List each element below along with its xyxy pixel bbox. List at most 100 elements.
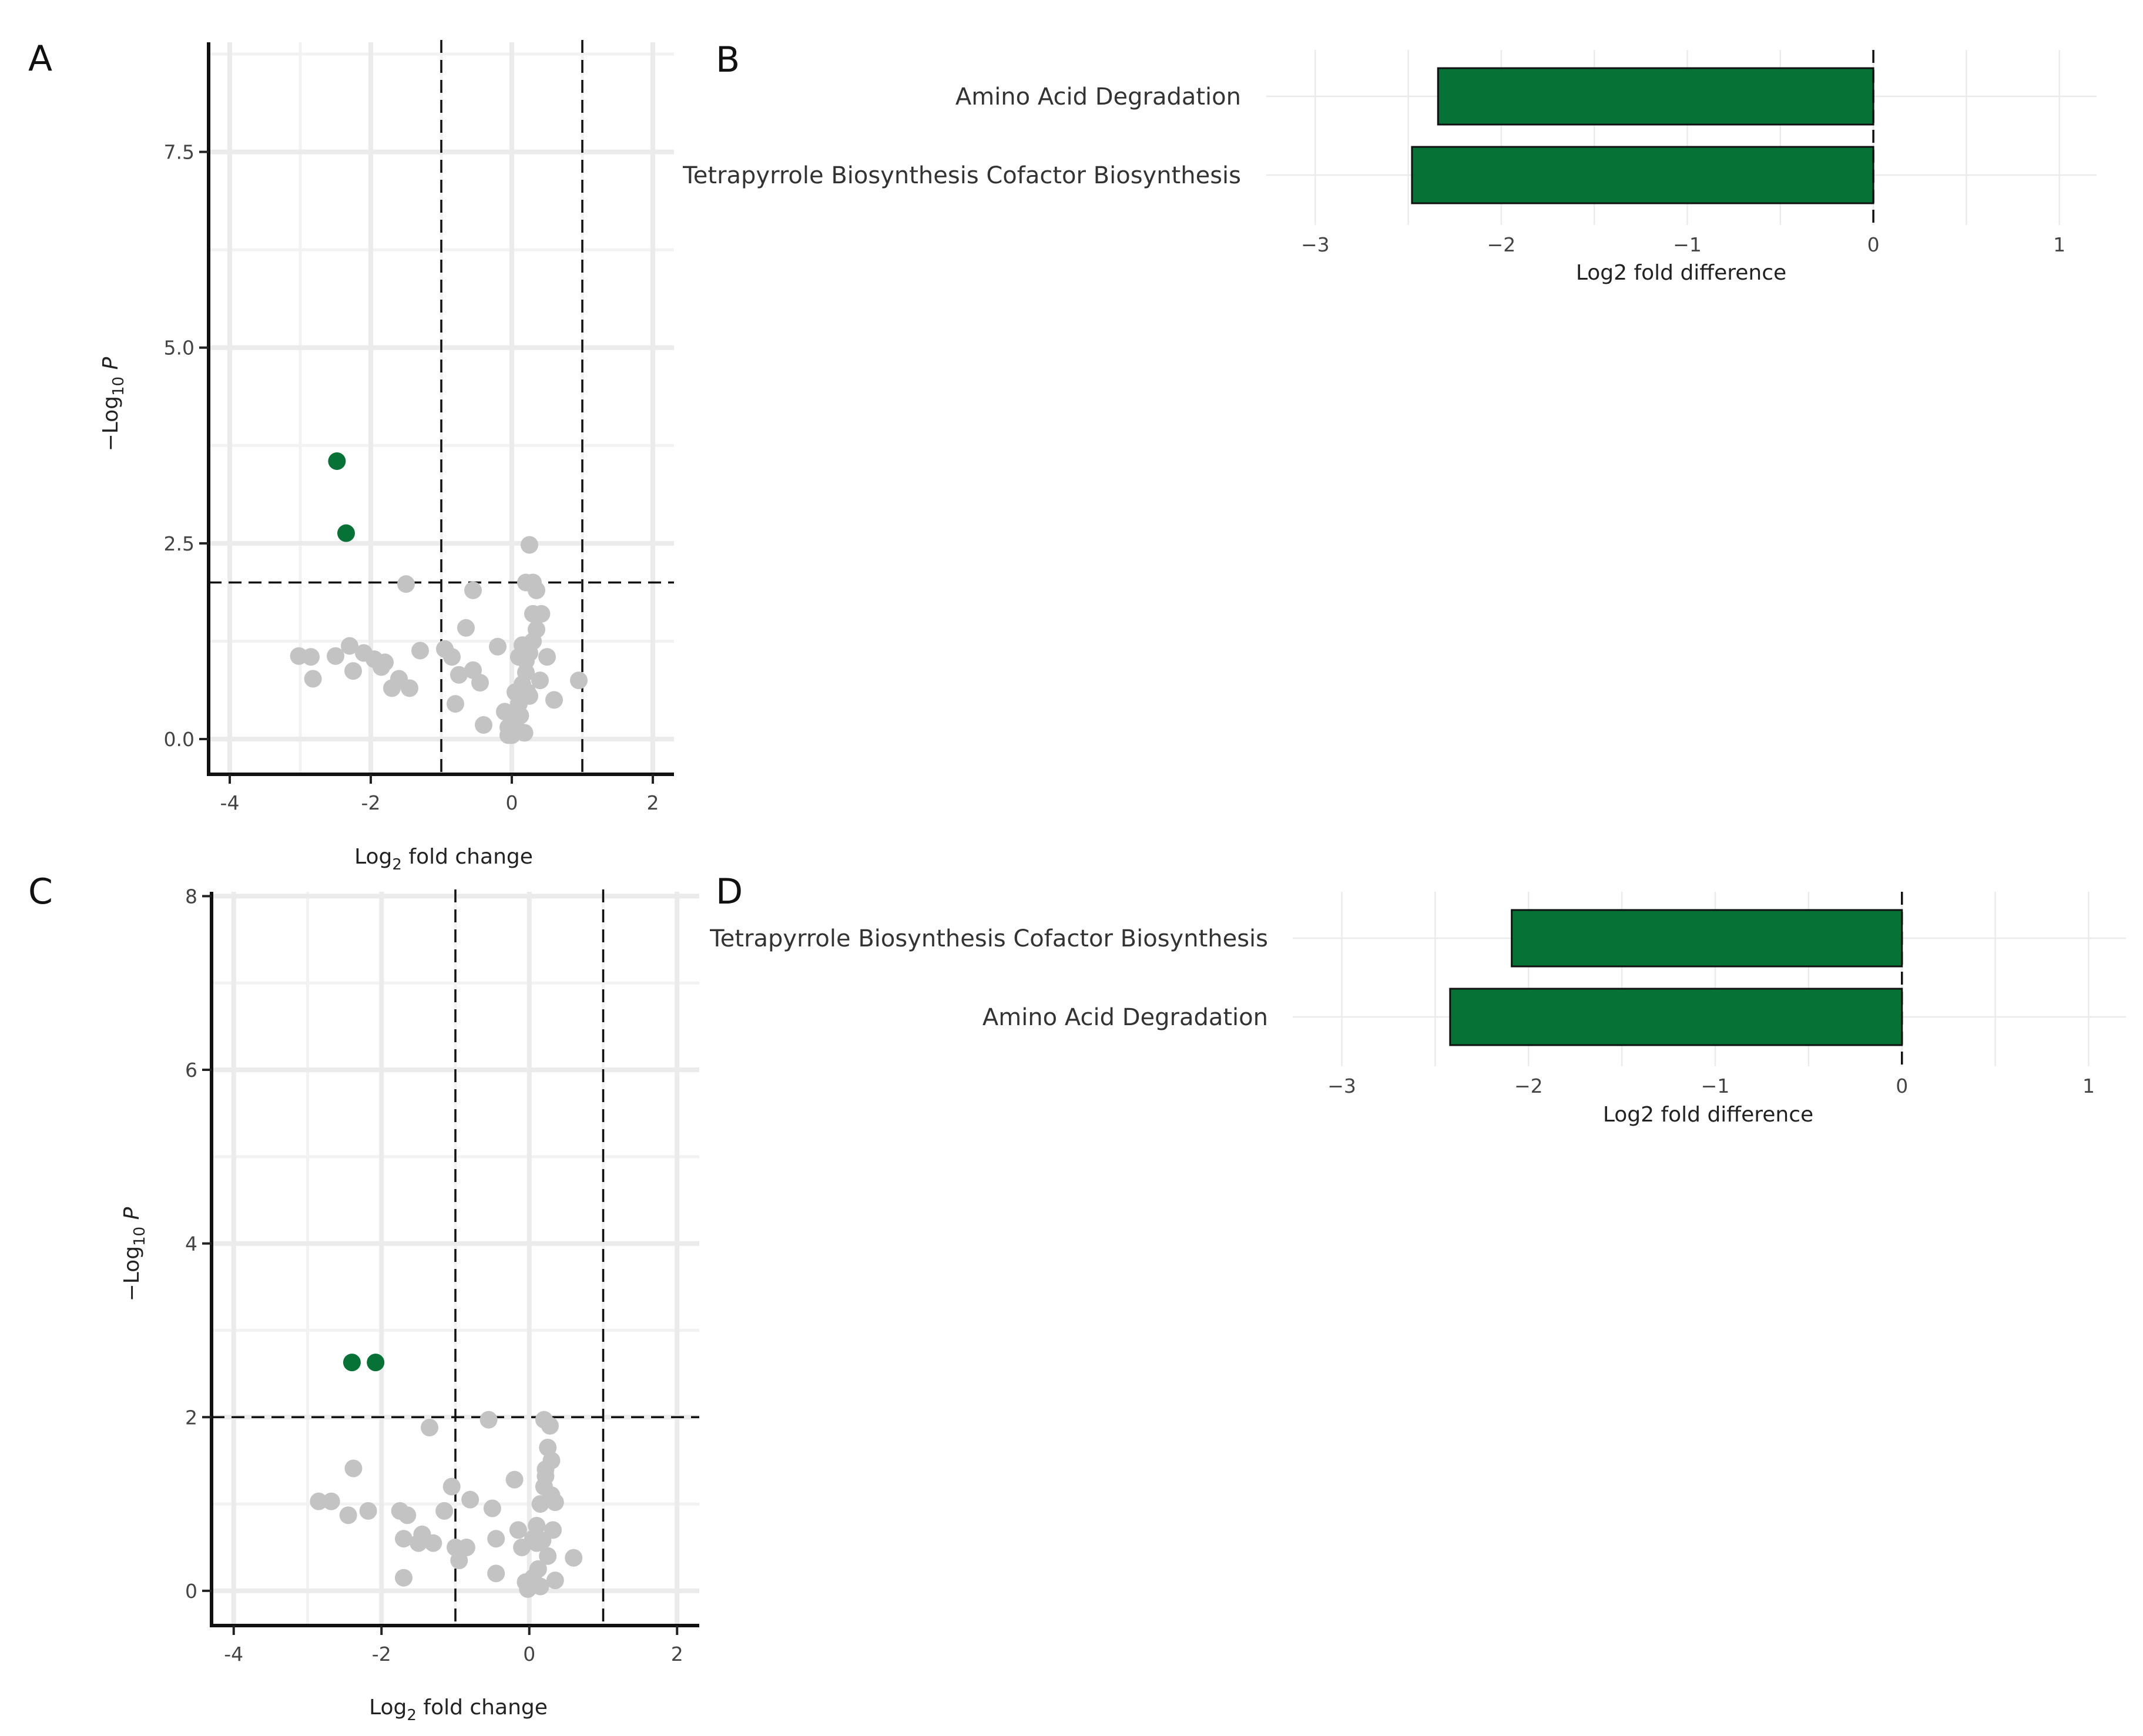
y-tick-label: 7.5 (164, 141, 194, 164)
bar-d-x-axis-title: Log2 fold difference (1603, 1103, 1813, 1127)
data-point-nonsignificant (475, 716, 492, 734)
x-tick-label: -2 (361, 791, 381, 814)
data-point-nonsignificant (450, 666, 468, 684)
data-point-nonsignificant (457, 619, 475, 637)
bar (1511, 909, 1903, 968)
data-point-nonsignificant (344, 662, 362, 680)
data-point-nonsignificant (532, 605, 551, 623)
data-point-significant (328, 452, 346, 470)
x-tick-label: 1 (2082, 1074, 2095, 1097)
data-point-nonsignificant (514, 636, 531, 654)
x-tick-label: 1 (2053, 233, 2065, 256)
panel-label-d: D (716, 871, 743, 912)
x-tick-label: 0 (523, 1643, 535, 1666)
data-point-nonsignificant (479, 1411, 498, 1429)
data-point-nonsignificant (327, 647, 344, 665)
data-point-nonsignificant (546, 1572, 564, 1590)
x-tick-label: 0 (506, 791, 518, 814)
data-point-nonsignificant (535, 1411, 553, 1429)
data-point-nonsignificant (538, 648, 556, 666)
x-tick-label: −3 (1301, 233, 1330, 256)
bar-d-labels: Tetrapyrrole Biosynthesis Cofactor Biosy… (709, 925, 2095, 1097)
category-label: Amino Acid Degradation (982, 1004, 1268, 1031)
y-tick-label: 0.0 (164, 728, 194, 751)
data-point-nonsignificant (545, 691, 563, 709)
data-point-nonsignificant (499, 726, 517, 744)
data-point-nonsignificant (536, 1467, 555, 1485)
panel-label-b: B (716, 39, 740, 80)
data-point-nonsignificant (464, 581, 482, 599)
data-point-nonsignificant (519, 1580, 537, 1598)
data-point-nonsignificant (420, 1418, 438, 1436)
data-point-nonsignificant (310, 1492, 328, 1510)
data-point-nonsignificant (304, 670, 322, 688)
x-tick-label: 2 (671, 1643, 683, 1666)
data-point-nonsignificant (565, 1549, 583, 1567)
data-point-nonsignificant (509, 1521, 527, 1539)
data-point-nonsignificant (505, 1470, 524, 1489)
volcano-c-x-axis-title: Log2 fold change (369, 1695, 548, 1724)
data-point-nonsignificant (487, 1564, 505, 1583)
bar-chart-d: Tetrapyrrole Biosynthesis Cofactor Biosy… (709, 892, 2126, 1127)
data-point-significant (343, 1354, 361, 1372)
volcano-c-axes: -4 -2 0 2 0 2 4 6 8 (185, 885, 699, 1666)
volcano-c-y-axis-title: −Log10 P (120, 1207, 149, 1301)
data-point-nonsignificant (447, 695, 464, 713)
data-point-nonsignificant (529, 1560, 547, 1578)
category-label: Amino Acid Degradation (955, 83, 1241, 110)
data-point-nonsignificant (450, 1552, 468, 1570)
data-point-nonsignificant (517, 573, 535, 592)
data-point-nonsignificant (542, 1452, 561, 1470)
x-tick-label: 0 (1896, 1074, 1908, 1097)
bar-b-labels: Amino Acid Degradation Tetrapyrrole Biosy… (682, 83, 2065, 256)
data-point-nonsignificant (394, 1530, 412, 1548)
category-label: Tetrapyrrole Biosynthesis Cofactor Biosy… (709, 925, 1268, 952)
data-point-nonsignificant (539, 1547, 557, 1565)
data-point-nonsignificant (322, 1492, 340, 1510)
volcano-a-y-axis-title: −Log10 P (99, 357, 128, 451)
data-point-nonsignificant (394, 1569, 412, 1587)
data-point-nonsignificant (534, 1532, 552, 1550)
data-point-nonsignificant (511, 707, 529, 725)
bar-b-x-axis-title: Log2 fold difference (1576, 261, 1786, 285)
bar-chart-b: Amino Acid Degradation Tetrapyrrole Biosy… (682, 50, 2097, 285)
bar-d-bars (1449, 892, 1903, 1066)
data-point-nonsignificant (461, 1490, 479, 1509)
x-tick-label: 2 (647, 791, 659, 814)
x-tick-label: -2 (372, 1643, 391, 1666)
data-point-nonsignificant (528, 620, 545, 639)
data-point-nonsignificant (344, 1459, 363, 1478)
data-point-nonsignificant (443, 648, 461, 666)
data-point-nonsignificant (397, 575, 415, 593)
volcano-a-x-axis-title: Log2 fold change (354, 845, 533, 874)
data-point-nonsignificant (521, 536, 538, 554)
y-tick-label: 6 (185, 1059, 197, 1082)
data-point-nonsignificant (424, 1534, 442, 1552)
x-tick-label: −2 (1487, 233, 1516, 256)
data-point-nonsignificant (531, 671, 549, 690)
volcano-plot-c: -4 -2 0 2 0 2 4 6 8 Log2 fold change −Log10 P (120, 885, 699, 1724)
panel-label-c: C (28, 871, 53, 912)
x-tick-label: −1 (1673, 233, 1702, 256)
data-point-nonsignificant (546, 1493, 564, 1512)
data-point-nonsignificant (401, 679, 418, 697)
data-point-nonsignificant (442, 1478, 461, 1496)
volcano-a-axes: -4 -2 0 2 0.0 2.5 5.0 7.5 (164, 42, 674, 814)
data-point-nonsignificant (457, 1538, 475, 1556)
x-tick-label: −2 (1514, 1074, 1543, 1097)
data-point-nonsignificant (518, 683, 536, 701)
x-tick-label: -4 (220, 791, 240, 814)
volcano-c-points (310, 1354, 583, 1598)
bar (1437, 67, 1874, 126)
category-label: Tetrapyrrole Biosynthesis Cofactor Biosy… (682, 162, 1241, 189)
data-point-nonsignificant (359, 1502, 377, 1520)
bar (1411, 146, 1874, 204)
bar (1449, 988, 1903, 1046)
data-point-nonsignificant (483, 1499, 501, 1517)
data-point-significant (337, 524, 355, 542)
data-point-nonsignificant (339, 1506, 357, 1525)
data-point-nonsignificant (376, 653, 394, 671)
data-point-significant (367, 1354, 385, 1372)
y-tick-label: 4 (185, 1233, 197, 1255)
